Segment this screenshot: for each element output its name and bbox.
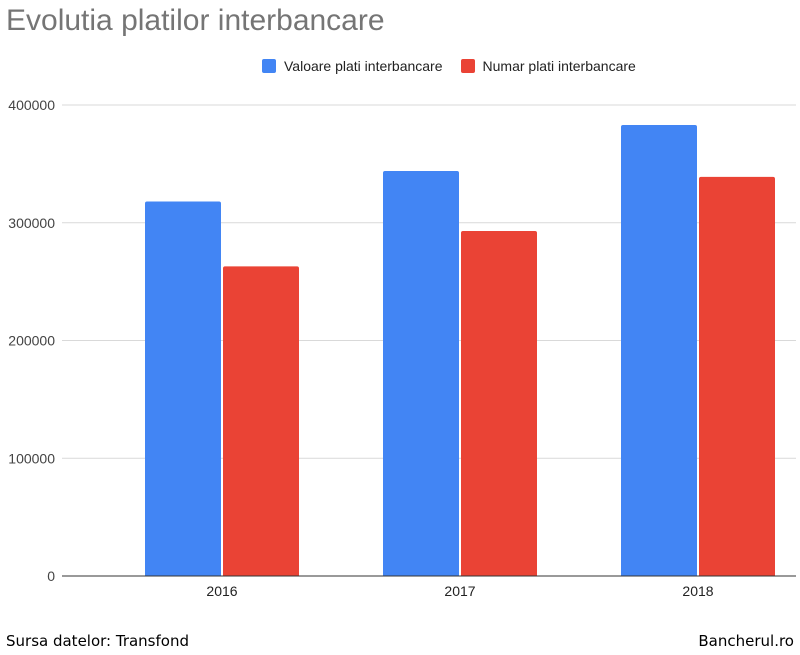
legend-swatch-series-2 [460, 59, 475, 73]
legend-label-series-1: Valoare plati interbancare [284, 58, 443, 74]
source-note: Sursa datelor: Transfond [6, 632, 189, 650]
y-tick-label: 300000 [8, 215, 55, 231]
y-tick-label: 100000 [8, 450, 55, 466]
chart-legend: Valoare plati interbancare Numar plati i… [262, 58, 654, 74]
y-tick-label: 400000 [8, 97, 55, 113]
y-tick-label: 0 [47, 568, 55, 584]
x-tick-label: 2018 [682, 583, 713, 599]
legend-label-series-2: Numar plati interbancare [482, 58, 636, 74]
bar-numar-2018 [699, 176, 775, 576]
legend-item-series-2: Numar plati interbancare [460, 58, 636, 74]
x-tick-label: 2017 [444, 583, 475, 599]
x-tick-label: 2016 [206, 583, 237, 599]
bar-numar-2017 [461, 230, 537, 576]
bar-valoare-2017 [383, 170, 459, 576]
bar-chart: 0 100000 200000 300000 400000 2016 2017 2018 [8, 97, 796, 599]
y-tick-label: 200000 [8, 333, 55, 349]
legend-swatch-series-1 [262, 59, 276, 73]
bar-valoare-2016 [145, 201, 221, 576]
chart-title: Evolutia platilor interbancare [6, 4, 385, 37]
site-credit: Bancherul.ro [698, 632, 794, 650]
bar-numar-2016 [223, 266, 299, 576]
legend-item-series-1: Valoare plati interbancare [262, 58, 443, 74]
bar-valoare-2018 [621, 125, 697, 576]
